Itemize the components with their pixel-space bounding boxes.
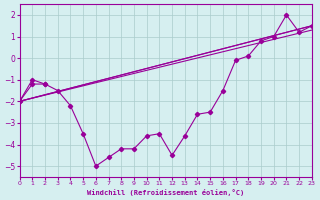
X-axis label: Windchill (Refroidissement éolien,°C): Windchill (Refroidissement éolien,°C)	[87, 189, 244, 196]
